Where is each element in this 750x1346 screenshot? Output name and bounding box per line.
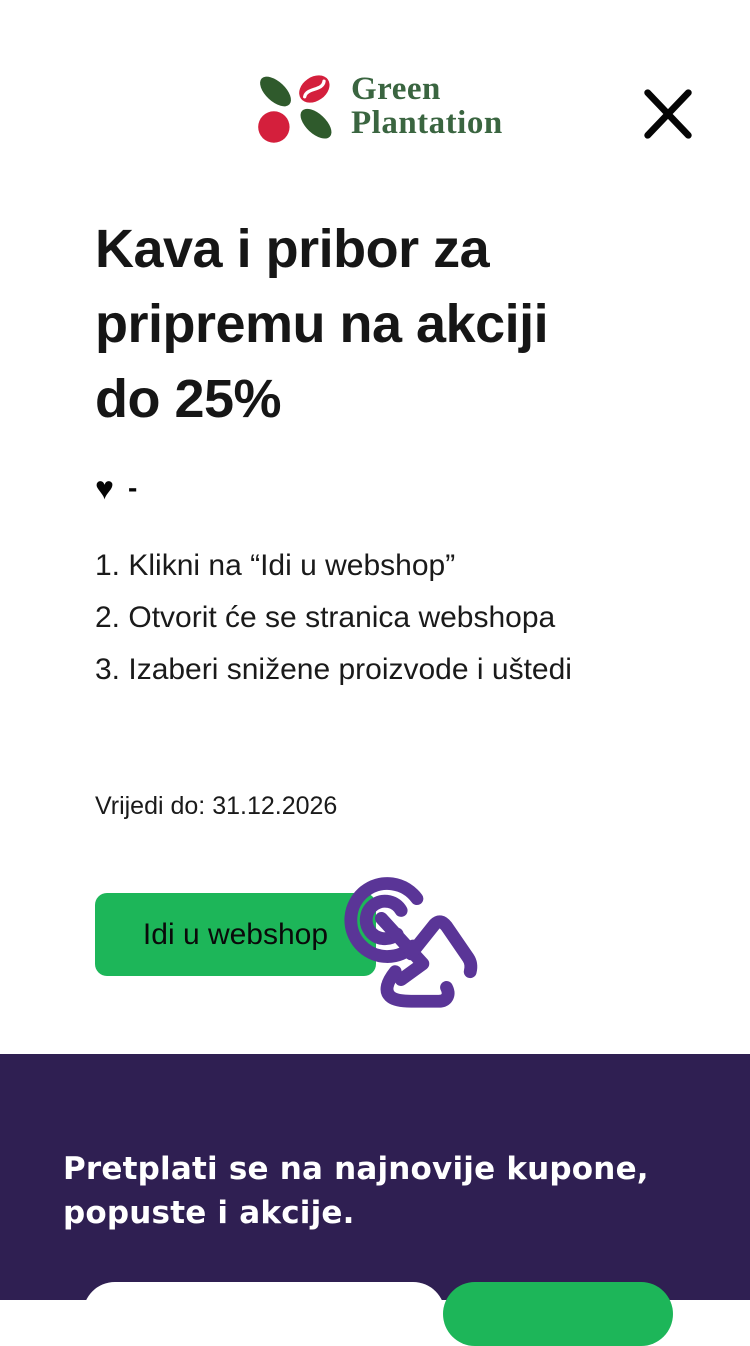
heart-icon: ♥ (95, 470, 114, 506)
brand-name-line1: Green (351, 71, 441, 107)
coupon-modal: Green Plantation Kava i pribor za pripre… (0, 70, 750, 1346)
subscribe-heading: Pretplati se na najnovije kupone, popust… (63, 1147, 683, 1235)
validity-date: Vrijedi do: 31.12.2026 (95, 792, 338, 820)
category-row: ♥ - (95, 472, 137, 504)
step-1: 1. Klikni na “Idi u webshop” (95, 549, 456, 582)
instruction-steps: 1. Klikni na “Idi u webshop” 2. Otvorit … (95, 540, 695, 696)
subscribe-heading-line2: popuste i akcije. (63, 1195, 355, 1231)
close-icon (644, 89, 692, 139)
step-3: 3. Izaberi snižene proizvode i uštedi (95, 653, 572, 686)
page-title-line3: do 25% (95, 369, 282, 429)
close-button[interactable] (632, 78, 704, 150)
subscribe-heading-line1: Pretplati se na najnovije kupone, (63, 1151, 649, 1187)
page-title-line2: pripremu na akciji (95, 294, 549, 354)
cta-row: Idi u webshop (0, 876, 750, 1026)
page-title: Kava i pribor za pripremu na akciji do 2… (95, 212, 675, 437)
brand-logo-text: Green Plantation (351, 70, 503, 140)
brand-logo: Green Plantation (253, 70, 503, 146)
subscribe-button[interactable] (443, 1282, 673, 1346)
webshop-button[interactable]: Idi u webshop (95, 893, 376, 976)
subscribe-section: Pretplati se na najnovije kupone, popust… (0, 1054, 750, 1346)
email-input[interactable] (83, 1282, 445, 1346)
page-title-line1: Kava i pribor za (95, 219, 490, 279)
brand-logo-icon (258, 75, 332, 143)
step-2: 2. Otvorit će se stranica webshopa (95, 601, 556, 634)
category-dash: - (128, 472, 138, 503)
brand-name-line2: Plantation (351, 105, 503, 141)
